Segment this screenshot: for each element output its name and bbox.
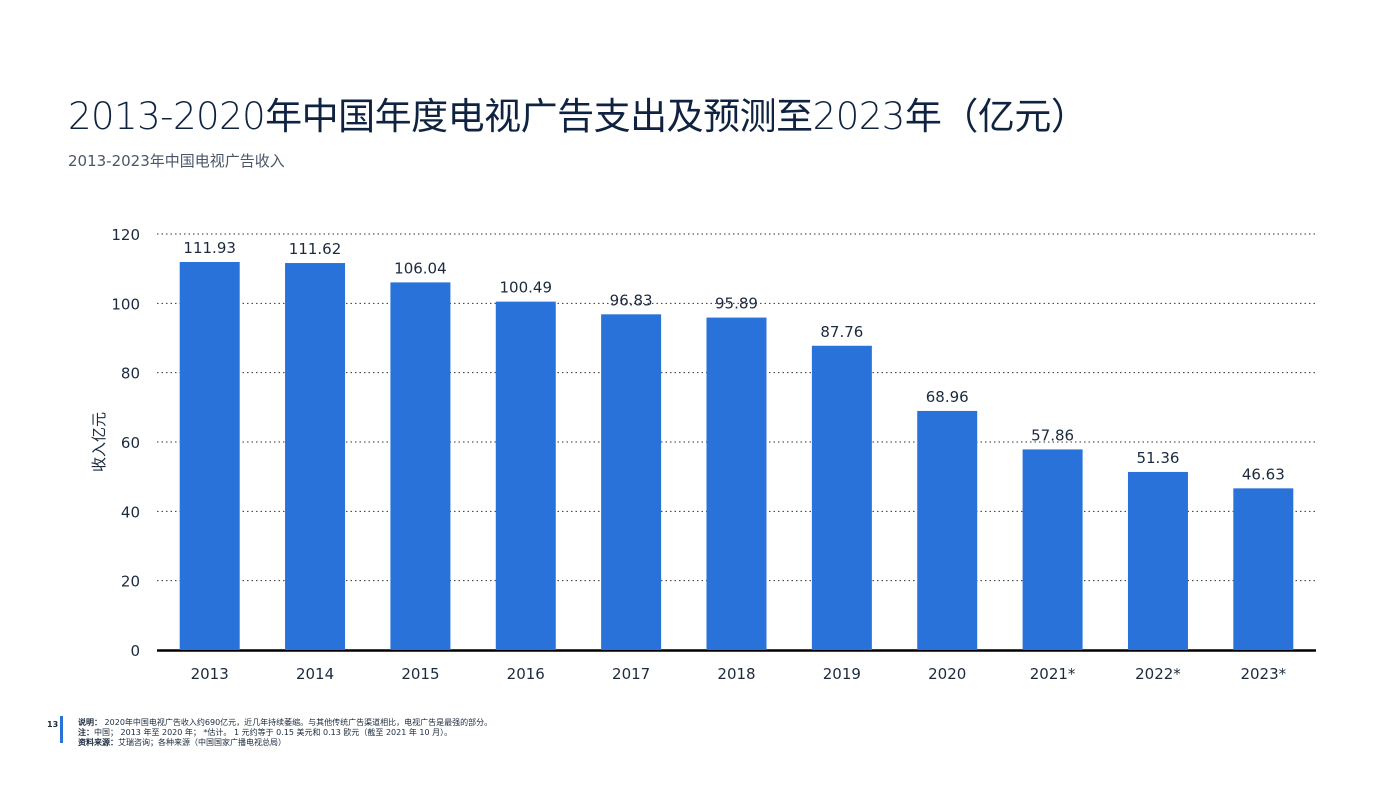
x-tick-label: 2013 <box>191 665 229 683</box>
y-tick-label: 40 <box>121 503 140 521</box>
y-tick-label: 100 <box>111 295 140 313</box>
bar <box>285 263 346 650</box>
bar-value-label: 51.36 <box>1136 449 1179 467</box>
bar-value-label: 95.89 <box>715 295 758 313</box>
grid-lines <box>157 233 1316 652</box>
y-tick-label: 120 <box>111 226 140 244</box>
x-tick-label: 2019 <box>823 665 861 683</box>
y-tick-label: 20 <box>121 573 140 591</box>
bar <box>495 301 556 650</box>
x-tick-label: 2022* <box>1135 665 1181 683</box>
x-tick-label: 2015 <box>401 665 439 683</box>
bar-value-label: 46.63 <box>1242 465 1285 483</box>
bars <box>179 261 1294 650</box>
y-axis-title: 收入亿元 <box>90 412 108 472</box>
x-tick-label: 2018 <box>717 665 755 683</box>
bar <box>1022 449 1083 650</box>
bar <box>179 261 240 650</box>
source-label: 资料来源： <box>78 738 118 747</box>
explain-text: 2020年中国电视广告收入约690亿元，近几年持续萎缩。与其他传统广告渠道相比，… <box>104 718 493 727</box>
bar-value-label: 57.86 <box>1031 426 1074 444</box>
bar-chart: 111.93 111.62 106.04 100.49 96.83 95.89 87.76 6… <box>90 226 1316 683</box>
source-line: 资料来源：艾瑞咨询；各种来源（中国国家广播电视总局） <box>78 738 492 748</box>
note-line: 注：中国； 2013 年至 2020 年； *估计。 1 元约等于 0.15 美… <box>78 728 492 738</box>
bar <box>706 317 767 650</box>
bar <box>390 282 451 650</box>
page-title: 2013-2020年中国年度电视广告支出及预测至2023年（亿元） <box>68 95 1088 138</box>
bar-value-label: 96.83 <box>610 291 653 309</box>
x-tick-labels: 2013 2014 2015 2016 2017 2018 2019 2020 2021* 202… <box>191 665 1287 683</box>
bar <box>601 314 662 650</box>
bar <box>1233 488 1294 650</box>
explain-line: 说明： 2020年中国电视广告收入约690亿元，近几年持续萎缩。与其他传统广告渠… <box>78 718 492 728</box>
x-tick-label: 2021* <box>1030 665 1076 683</box>
bar <box>917 410 978 650</box>
y-tick-labels: 0 20 40 60 80 100 120 <box>111 226 140 660</box>
source-text: 艾瑞咨询；各种来源（中国国家广播电视总局） <box>118 738 286 747</box>
bar-value-label: 87.76 <box>820 323 863 341</box>
bar-value-label: 100.49 <box>500 279 553 297</box>
y-tick-label: 0 <box>130 642 140 660</box>
note-text: 中国； 2013 年至 2020 年； *估计。 1 元约等于 0.15 美元和… <box>94 728 453 737</box>
footnotes: 说明： 2020年中国电视广告收入约690亿元，近几年持续萎缩。与其他传统广告渠… <box>78 718 492 748</box>
footer-accent-bar <box>60 716 63 743</box>
value-labels: 111.93 111.62 106.04 100.49 96.83 95.89 87.76 6… <box>183 239 1284 483</box>
y-tick-label: 60 <box>121 434 140 452</box>
bar-value-label: 111.62 <box>289 240 342 258</box>
explain-label: 说明： <box>78 718 102 727</box>
bar-value-label: 68.96 <box>926 388 969 406</box>
x-tick-label: 2023* <box>1240 665 1286 683</box>
note-label: 注： <box>78 728 94 737</box>
x-tick-label: 2016 <box>507 665 545 683</box>
x-tick-label: 2020 <box>928 665 966 683</box>
bar <box>811 345 872 650</box>
page-subtitle: 2013-2023年中国电视广告收入 <box>68 152 285 170</box>
page-number: 13 <box>47 720 59 729</box>
bar-value-label: 111.93 <box>183 239 236 257</box>
bar <box>1127 471 1188 650</box>
y-tick-label: 80 <box>121 365 140 383</box>
bar-value-label: 106.04 <box>394 259 447 277</box>
x-tick-label: 2014 <box>296 665 334 683</box>
x-tick-label: 2017 <box>612 665 650 683</box>
footer: 13 说明： 2020年中国电视广告收入约690亿元，近几年持续萎缩。与其他传统… <box>0 714 1400 764</box>
